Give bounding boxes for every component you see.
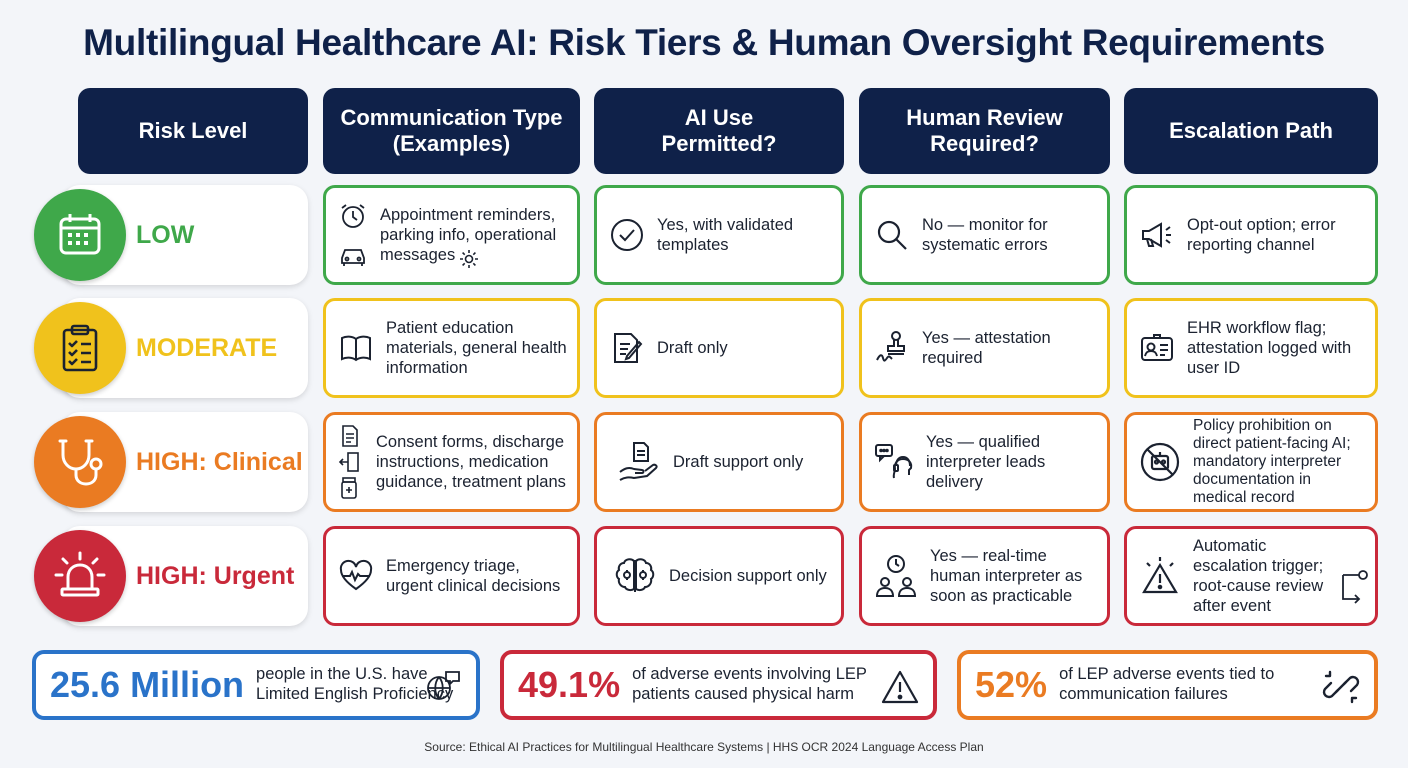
stat-number: 25.6 Million (50, 664, 245, 705)
communication-cell-high-urgent: Emergency triage, urgent clinical decisi… (323, 526, 580, 626)
warning-triangle-icon (1139, 555, 1181, 597)
stat-text: of LEP adverse events tied to communicat… (1059, 665, 1275, 703)
review-cell-moderate: Yes — attestation required (859, 298, 1110, 398)
communication-text: Emergency triage, urgent clinical decisi… (386, 556, 561, 595)
exit-door-icon (338, 452, 359, 472)
risk-level-high-clinical: HIGH: Clinical (34, 412, 308, 512)
heartbeat-icon (338, 558, 374, 594)
review-text: No — monitor for systematic errors (922, 215, 1048, 254)
stat-communication-failures: 52% of LEP adverse events tied to commun… (957, 650, 1378, 720)
escalation-cell-high-urgent: Automatic escalation trigger; root-cause… (1124, 526, 1378, 626)
megaphone-icon (1139, 217, 1175, 253)
risk-level-high-urgent: HIGH: Urgent (34, 526, 308, 626)
magnifier-icon (874, 217, 910, 253)
header-risk-level: Risk Level (78, 88, 308, 174)
ai-use-text: Draft support only (673, 452, 804, 471)
risk-level-moderate: MODERATE (34, 298, 308, 398)
hand-document-icon (617, 440, 661, 484)
escalation-cell-low: Opt-out option; error reporting channel (1124, 185, 1378, 285)
header-human-review: Human Review Required? (859, 88, 1110, 174)
ai-use-text: Draft only (657, 338, 728, 357)
review-text: Yes — qualified interpreter leads delive… (926, 432, 1046, 492)
warning-triangle-icon (881, 668, 919, 706)
pill-bottle-icon (341, 477, 357, 499)
stat-text: of adverse events involving LEP patients… (632, 665, 867, 703)
risk-level-low: LOW (34, 185, 308, 285)
document-icon (342, 425, 358, 447)
siren-icon (34, 530, 126, 622)
interpreter-headset-icon (874, 442, 914, 482)
id-card-icon (1139, 330, 1175, 366)
ai-use-text: Yes, with validated templates (657, 215, 794, 254)
risk-level-label: LOW (136, 221, 195, 249)
communication-text: Consent forms, discharge instructions, m… (376, 432, 566, 492)
communication-cell-moderate: Patient education materials, general hea… (323, 298, 580, 398)
stat-text: people in the U.S. have Limited English … (256, 665, 454, 703)
review-cell-high-urgent: Yes — real-time human interpreter as soo… (859, 526, 1110, 626)
header-communication-type: Communication Type (Examples) (323, 88, 580, 174)
brain-gear-icon (613, 554, 657, 598)
page-title: Multilingual Healthcare AI: Risk Tiers &… (83, 22, 1325, 63)
communication-cell-low: Appointment reminders, parking info, ope… (323, 185, 580, 285)
check-circle-icon (609, 217, 645, 253)
broken-link-icon (1322, 668, 1360, 706)
stat-physical-harm: 49.1% of adverse events involving LEP pa… (500, 650, 937, 720)
communication-cell-high-clinical: Consent forms, discharge instructions, m… (323, 412, 580, 512)
escalation-text: Automatic escalation trigger; root-cause… (1193, 536, 1324, 616)
source-footnote: Source: Ethical AI Practices for Multili… (424, 740, 984, 754)
communication-text: Patient education materials, general hea… (386, 318, 567, 378)
escalation-cell-moderate: EHR workflow flag; attestation logged wi… (1124, 298, 1378, 398)
escalation-text: Opt-out option; error reporting channel (1187, 215, 1336, 254)
globe-speech-icon (424, 668, 462, 706)
risk-level-label: MODERATE (136, 334, 278, 362)
escalation-text: EHR workflow flag; attestation logged wi… (1187, 318, 1352, 378)
stat-number: 52% (975, 664, 1048, 705)
ai-use-cell-high-clinical: Draft support only (594, 412, 844, 512)
stamp-signature-icon (874, 330, 910, 366)
car-icon (341, 249, 365, 266)
header-escalation-path: Escalation Path (1124, 88, 1378, 174)
alarm-clock-icon (341, 204, 365, 228)
header-ai-use: AI Use Permitted? (594, 88, 844, 174)
clock-people-icon (874, 554, 918, 598)
flow-branch-icon (1342, 570, 1368, 604)
no-robot-icon (1139, 441, 1181, 483)
review-text: Yes — attestation required (922, 328, 1051, 367)
gear-icon (460, 250, 478, 268)
risk-level-label: HIGH: Urgent (136, 562, 295, 590)
stethoscope-icon (34, 416, 126, 508)
review-cell-high-clinical: Yes — qualified interpreter leads delive… (859, 412, 1110, 512)
review-cell-low: No — monitor for systematic errors (859, 185, 1110, 285)
ai-use-cell-high-urgent: Decision support only (594, 526, 844, 626)
ai-use-cell-moderate: Draft only (594, 298, 844, 398)
review-text: Yes — real-time human interpreter as soo… (930, 546, 1083, 606)
ai-use-cell-low: Yes, with validated templates (594, 185, 844, 285)
document-pen-icon (609, 330, 645, 366)
clipboard-checklist-icon (34, 302, 126, 394)
communication-text: Appointment reminders, parking info, ope… (380, 205, 557, 265)
open-book-icon (338, 330, 374, 366)
stat-number: 49.1% (518, 664, 621, 705)
escalation-text: Policy prohibition on direct patient-fac… (1193, 417, 1351, 506)
risk-level-label: HIGH: Clinical (136, 448, 303, 476)
stat-lep-population: 25.6 Million people in the U.S. have Lim… (32, 650, 480, 720)
escalation-cell-high-clinical: Policy prohibition on direct patient-fac… (1124, 412, 1378, 512)
calendar-icon (34, 189, 126, 281)
ai-use-text: Decision support only (669, 566, 827, 585)
